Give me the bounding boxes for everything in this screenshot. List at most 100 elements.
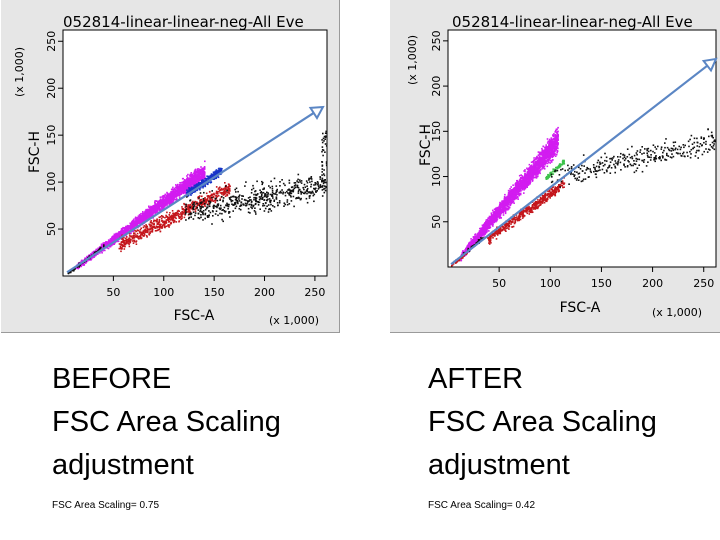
event-dot (145, 208, 147, 211)
event-dot (101, 252, 103, 254)
event-dot (232, 210, 234, 212)
event-dot (167, 224, 169, 226)
event-dot (213, 193, 216, 196)
event-dot (220, 187, 223, 190)
event-dot (212, 171, 215, 173)
event-dot (182, 181, 185, 184)
event-dot (211, 190, 213, 192)
event-dot (199, 169, 202, 171)
event-dot (240, 204, 242, 207)
event-dot (303, 188, 305, 191)
event-dot (234, 202, 236, 204)
event-dot (264, 207, 267, 210)
event-dot (197, 174, 200, 177)
event-dot (519, 178, 522, 180)
event-dot (154, 230, 157, 232)
event-dot (224, 185, 227, 187)
event-dot (158, 216, 161, 219)
event-dot (144, 228, 147, 230)
event-dot (271, 193, 273, 196)
event-dot (194, 214, 196, 217)
event-dot (152, 223, 155, 226)
event-dot (186, 196, 188, 198)
event-dot (169, 212, 171, 214)
event-dot (209, 196, 212, 199)
event-dot (147, 213, 149, 216)
event-dot (116, 236, 118, 239)
event-dot (178, 195, 181, 197)
event-dot (175, 186, 177, 189)
event-dot (188, 187, 190, 189)
event-dot (108, 242, 111, 244)
event-dot (204, 212, 207, 215)
event-dot (181, 217, 183, 219)
event-dot (265, 194, 267, 196)
event-dot (198, 177, 201, 179)
event-dot (185, 209, 187, 212)
before-plot-panel: 052814-linear-linear-neg-All Eve 50 100 150… (1, 0, 340, 333)
event-dot (194, 178, 196, 181)
event-dot (162, 224, 165, 226)
event-dot (541, 149, 544, 151)
event-dot (218, 187, 220, 189)
event-dot (122, 238, 124, 241)
event-dot (204, 171, 206, 174)
event-dot (189, 206, 191, 208)
event-dot (176, 189, 179, 192)
event-dot (164, 198, 166, 201)
event-dot (130, 228, 133, 230)
event-dot (189, 182, 192, 184)
event-dot (281, 189, 283, 191)
event-dot (101, 247, 103, 249)
event-dot (321, 186, 324, 188)
event-dot (194, 210, 197, 213)
event-dot (252, 187, 255, 190)
event-dot (194, 174, 197, 177)
event-dot (221, 168, 223, 170)
event-dot (172, 214, 175, 217)
event-dot (266, 205, 268, 207)
event-dot (282, 191, 284, 193)
event-dot (201, 182, 204, 185)
event-dot (271, 185, 274, 188)
event-dot (242, 203, 244, 205)
event-dot (150, 207, 152, 209)
event-dot (214, 172, 216, 175)
event-dot (181, 207, 184, 210)
event-dot (263, 210, 266, 212)
event-dot (69, 271, 71, 274)
event-dot (146, 213, 148, 216)
event-dot (158, 209, 161, 212)
event-dot (165, 200, 167, 202)
event-dot (181, 206, 183, 208)
event-dot (322, 132, 324, 135)
event-dot (297, 178, 299, 181)
event-dot (264, 193, 267, 195)
event-dot (324, 151, 326, 153)
event-dot (102, 249, 104, 252)
x-tick-label: 200 (642, 277, 663, 290)
event-dot (200, 214, 202, 216)
event-dot (149, 228, 151, 230)
event-dot (259, 197, 262, 200)
event-dot (121, 237, 123, 239)
event-dot (279, 185, 281, 187)
event-dot (156, 209, 158, 211)
event-dot (174, 198, 177, 201)
event-dot (223, 187, 225, 190)
event-dot (176, 187, 178, 189)
event-dot (146, 236, 148, 238)
event-dot (169, 197, 172, 200)
event-dot (234, 188, 236, 191)
event-dot (86, 255, 88, 258)
event-dot (194, 180, 196, 182)
event-dot (155, 220, 158, 223)
event-dot (191, 186, 193, 189)
event-dot (299, 179, 301, 181)
event-dot (121, 240, 124, 243)
event-dot (156, 205, 159, 208)
event-dot (127, 229, 130, 232)
event-dot (324, 189, 327, 192)
event-dot (85, 262, 87, 264)
event-dot (80, 265, 83, 268)
